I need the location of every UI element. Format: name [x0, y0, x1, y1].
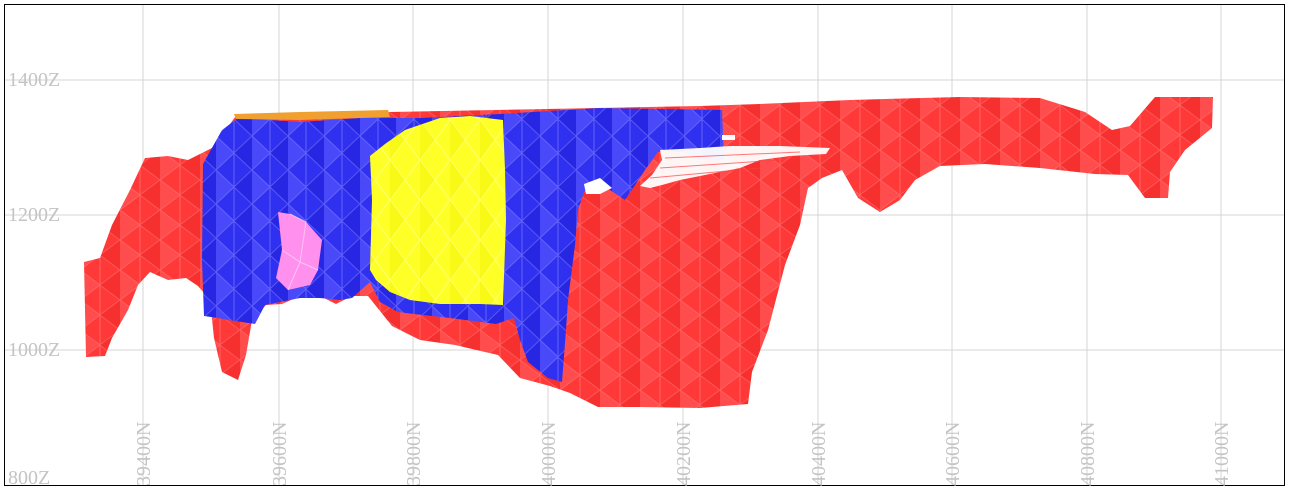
northing-label-40600n: 40600N: [942, 422, 964, 486]
northing-label-39800n: 39800N: [403, 422, 425, 486]
northing-label-39400n: 39400N: [133, 422, 155, 486]
yellow-zone: [370, 116, 506, 305]
northing-label-40200n: 40200N: [673, 422, 695, 486]
elevation-label-800z: 800Z: [8, 467, 50, 489]
northing-label-40000n: 40000N: [538, 422, 560, 486]
northing-label-39600n: 39600N: [269, 422, 291, 486]
elevation-label-1200z: 1200Z: [8, 204, 60, 226]
northing-label-40800n: 40800N: [1077, 422, 1099, 486]
elevation-label-1400z: 1400Z: [8, 69, 60, 91]
northing-labels: 39400N 39600N 39800N 40000N 40200N 40400…: [133, 422, 1233, 486]
northing-label-41000n: 41000N: [1211, 422, 1233, 486]
section-frame: [4, 4, 1285, 486]
orange-cap: [234, 110, 390, 120]
elevation-label-1000z: 1000Z: [8, 339, 60, 361]
elevation-labels: 1400Z 1200Z 1000Z 800Z: [8, 69, 60, 489]
pink-zone: [276, 212, 322, 290]
grid-lines: [5, 5, 1284, 485]
northing-label-40400n: 40400N: [808, 422, 830, 486]
